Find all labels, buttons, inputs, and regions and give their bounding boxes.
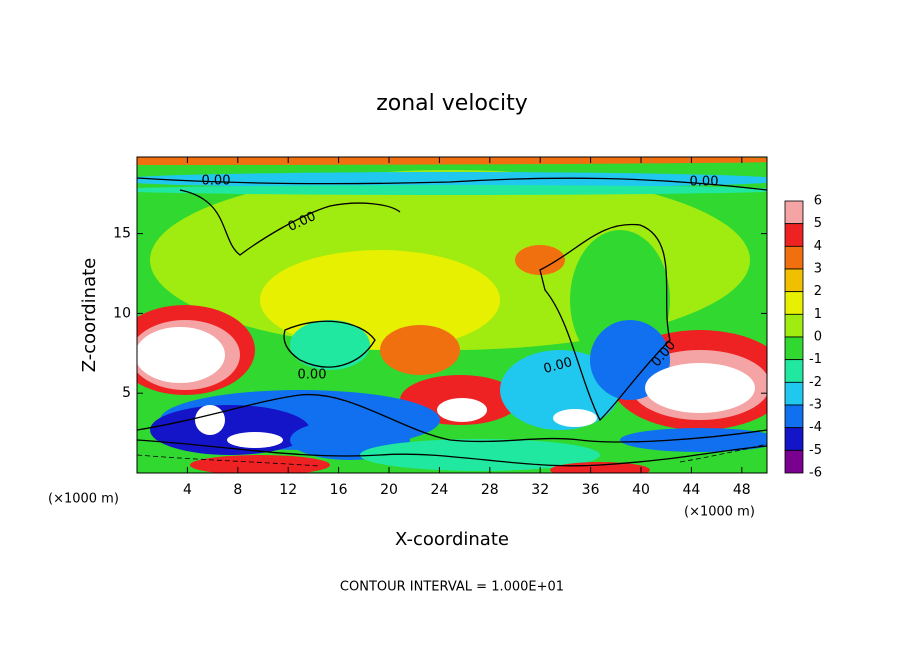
- contour-field: [137, 157, 767, 473]
- colorbar-box: [784, 359, 804, 383]
- contour-lines: [137, 177, 767, 467]
- field-out-of-range: [553, 409, 597, 427]
- x-tick-label: 48: [733, 482, 751, 498]
- x-unit-right: (×1000 m): [684, 505, 755, 520]
- plot-frame: [136, 156, 768, 474]
- footer: CONTOUR INTERVAL = 1.000E+01: [340, 580, 564, 595]
- x-tick-label: 36: [582, 482, 600, 498]
- y-axis-label: Z-coordinate: [79, 258, 100, 373]
- field-out-of-range: [227, 432, 283, 448]
- contour-label: 0.00: [298, 368, 327, 383]
- field-blob: [380, 325, 460, 375]
- field-blob: [500, 350, 620, 430]
- field-blob: [137, 185, 767, 195]
- colorbar-box: [784, 291, 804, 315]
- y-tick-label: 5: [122, 385, 131, 401]
- field-blob: [620, 428, 767, 452]
- colorbar-label: -3: [809, 398, 822, 413]
- colorbar-box: [784, 381, 804, 406]
- contour-label: 0.00: [202, 174, 231, 189]
- colorbar-label: 4: [814, 239, 822, 254]
- x-tick-label: 12: [279, 482, 297, 498]
- contour-label: 0.00: [690, 175, 719, 190]
- colorbar-box: [784, 200, 804, 225]
- x-tick-label: 24: [430, 482, 448, 498]
- y-tick-label: 10: [113, 305, 131, 321]
- colorbar-label: -5: [809, 443, 822, 458]
- x-tick-label: 16: [330, 482, 348, 498]
- x-tick-label: 44: [682, 482, 700, 498]
- colorbar-label: 5: [814, 216, 822, 231]
- colorbar-label: 6: [814, 194, 822, 209]
- colorbar-box: [784, 427, 804, 451]
- colorbar-label: 0: [814, 330, 822, 345]
- field-blob: [550, 462, 650, 473]
- field-blob: [137, 157, 767, 165]
- colorbar-label: -6: [809, 466, 822, 481]
- colorbar-box: [784, 313, 804, 338]
- field-out-of-range: [137, 327, 225, 383]
- contour-label: 0.00: [542, 355, 574, 377]
- colorbar-box: [784, 268, 804, 293]
- x-tick-label: 40: [632, 482, 650, 498]
- x-tick-label: 20: [380, 482, 398, 498]
- chart-title: zonal velocity: [376, 91, 528, 116]
- field-blob: [190, 455, 330, 473]
- y-tick-label: 15: [113, 226, 131, 242]
- colorbar-label: 2: [814, 284, 822, 299]
- colorbar-box: [784, 245, 804, 270]
- x-unit-left: (×1000 m): [48, 492, 119, 507]
- field-blob: [150, 405, 310, 455]
- x-tick-label: 4: [183, 482, 192, 498]
- field-blob: [360, 439, 600, 471]
- colorbar-label: -1: [809, 352, 822, 367]
- colorbar-box: [784, 404, 804, 429]
- x-tick-label: 8: [233, 482, 242, 498]
- colorbar-box: [784, 336, 804, 361]
- field-blob: [515, 245, 565, 275]
- x-tick-label: 28: [481, 482, 499, 498]
- colorbar-label: -4: [809, 420, 822, 435]
- field-out-of-range: [437, 398, 487, 422]
- field-out-of-range: [645, 363, 755, 413]
- colorbar-box: [784, 449, 804, 474]
- x-tick-label: 32: [531, 482, 549, 498]
- colorbar-box: [784, 223, 804, 247]
- colorbar-label: 3: [814, 262, 822, 277]
- colorbar-label: -2: [809, 375, 822, 390]
- colorbar-label: 1: [814, 307, 822, 322]
- field-out-of-range: [195, 405, 225, 435]
- x-axis-label: X-coordinate: [395, 529, 509, 550]
- field-blob: [290, 320, 370, 370]
